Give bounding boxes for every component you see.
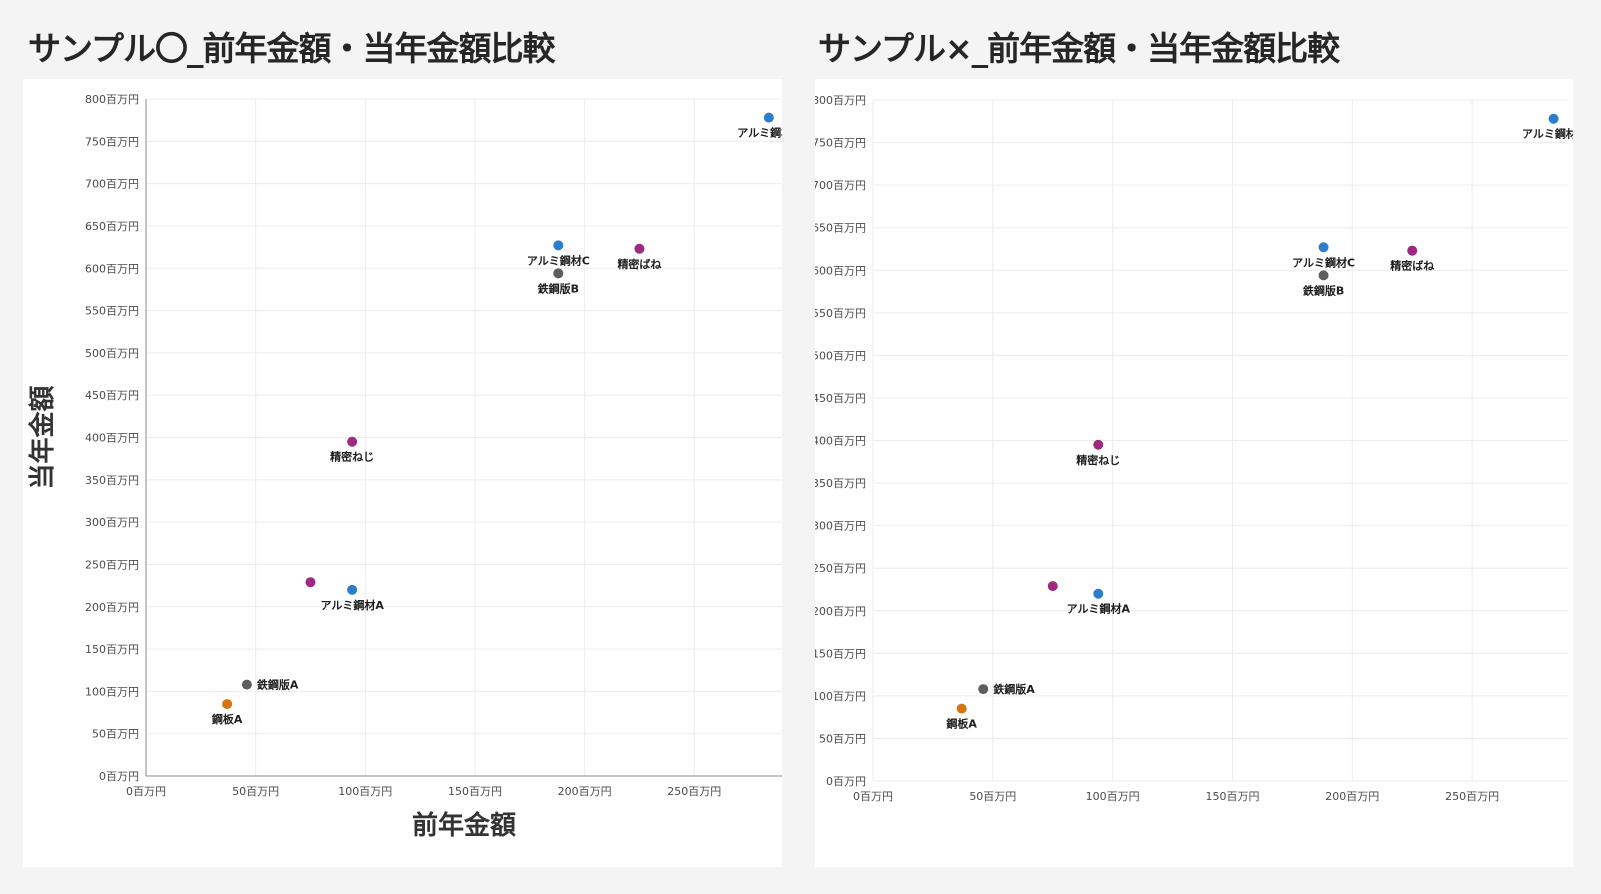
x-tick-label: 200百万円 (1325, 790, 1379, 803)
y-tick-label: 450百万円 (815, 392, 866, 405)
x-tick-label: 50百万円 (232, 785, 279, 798)
data-point-label: 精密ばね (617, 257, 661, 271)
left-chart-title: サンプル〇_前年金額・当年金額比較 (28, 29, 556, 68)
x-tick-label: 200百万円 (558, 785, 612, 798)
y-tick-label: 450百万円 (85, 389, 139, 402)
data-point (222, 699, 233, 710)
data-point-label: アルミ鋼材B (737, 126, 782, 140)
data-point-label: アルミ鋼材C (1292, 255, 1355, 269)
x-tick-label: 150百万円 (1205, 790, 1259, 803)
x-tick-label: 0百万円 (126, 785, 166, 798)
data-point-label: アルミ鋼材C (527, 253, 590, 267)
x-tick-label: 250百万円 (1445, 790, 1499, 803)
right-scatter-plot: 0百万円 50百万円 100百万円 150百万円 200百万円 250百万円 300百万円 3… (815, 94, 1573, 803)
y-tick-label: 750百万円 (85, 135, 139, 148)
data-point-label: 精密ねじ (1076, 453, 1120, 467)
y-tick-label: 200百万円 (85, 601, 139, 614)
data-point (1093, 439, 1104, 450)
data-point-label: 鉄鋼版B (538, 281, 579, 295)
y-tick-label: 250百万円 (85, 558, 139, 571)
y-tick-label: 600百万円 (85, 262, 139, 275)
right-chart-title: サンプル×_前年金額・当年金額比較 (818, 29, 1340, 68)
y-tick-label: 700百万円 (85, 178, 139, 191)
data-point-label: 鉄鋼版A (993, 682, 1035, 696)
data-point-label: アルミ鋼材A (320, 598, 384, 612)
data-point-label: 精密ねじ (330, 450, 374, 464)
y-tick-label: 50百万円 (819, 732, 866, 745)
left-scatter-plot: 0百万円 50百万円 100百万円 150百万円 200百万円 250百万円 300百万円 3… (27, 93, 782, 841)
data-point-label: 鉄鋼版A (257, 678, 299, 692)
x-tick-label: 0百万円 (853, 790, 893, 803)
y-tick-label: 350百万円 (815, 477, 866, 490)
y-tick-label: 0百万円 (99, 770, 139, 783)
y-tick-label: 150百万円 (85, 643, 139, 656)
y-tick-label: 650百万円 (815, 222, 866, 235)
y-tick-label: 300百万円 (85, 516, 139, 529)
data-point (553, 240, 564, 251)
data-point (1318, 270, 1329, 281)
y-tick-label: 750百万円 (815, 137, 866, 150)
y-tick-label: 600百万円 (815, 264, 866, 277)
data-point (1047, 581, 1058, 592)
y-tick-label: 550百万円 (85, 305, 139, 318)
y-tick-label: 400百万円 (815, 435, 866, 448)
y-tick-label: 100百万円 (815, 690, 866, 703)
data-point (1318, 242, 1329, 253)
x-tick-label: 100百万円 (1086, 790, 1140, 803)
data-point-label: 鋼板A (945, 717, 977, 731)
data-point (634, 243, 645, 254)
data-point-label: 精密ばね (1390, 259, 1434, 273)
y-tick-label: 0百万円 (826, 775, 866, 788)
y-tick-label: 500百万円 (815, 349, 866, 362)
data-point (763, 112, 774, 123)
data-point (1093, 588, 1104, 599)
y-tick-label: 800百万円 (815, 94, 866, 107)
x-tick-label: 150百万円 (448, 785, 502, 798)
data-point-label: 鋼板A (211, 712, 243, 726)
y-tick-label: 650百万円 (85, 220, 139, 233)
data-point (1548, 113, 1559, 124)
y-tick-label: 400百万円 (85, 432, 139, 445)
x-tick-label: 100百万円 (338, 785, 392, 798)
left-chart-panel: 0百万円 50百万円 100百万円 150百万円 200百万円 250百万円 300百万円 3… (23, 79, 782, 867)
x-axis-title: 前年金額 (412, 810, 516, 841)
data-point-label: 鉄鋼版B (1303, 283, 1344, 297)
data-point (956, 703, 967, 714)
y-tick-label: 200百万円 (815, 605, 866, 618)
y-tick-label: 350百万円 (85, 474, 139, 487)
right-chart-panel: 0百万円 50百万円 100百万円 150百万円 200百万円 250百万円 300百万円 3… (815, 79, 1573, 867)
y-tick-label: 700百万円 (815, 179, 866, 192)
data-point (978, 684, 989, 695)
y-tick-label: 300百万円 (815, 520, 866, 533)
data-point-label: アルミ鋼材A (1067, 602, 1131, 616)
x-tick-label: 250百万円 (667, 785, 721, 798)
y-tick-label: 250百万円 (815, 562, 866, 575)
y-tick-label: 150百万円 (815, 647, 866, 660)
data-point (305, 577, 316, 588)
y-tick-label: 550百万円 (815, 307, 866, 320)
data-point (347, 584, 358, 595)
y-tick-label: 100百万円 (85, 685, 139, 698)
y-tick-label: 500百万円 (85, 347, 139, 360)
data-point (347, 436, 358, 447)
y-axis-title: 当年金額 (27, 385, 58, 489)
data-point (553, 268, 564, 279)
data-point (1407, 245, 1418, 256)
data-point (241, 679, 252, 690)
y-tick-label: 800百万円 (85, 93, 139, 106)
data-point-label: アルミ鋼材B (1522, 127, 1573, 141)
y-tick-label: 50百万円 (92, 728, 139, 741)
x-tick-label: 50百万円 (969, 790, 1016, 803)
